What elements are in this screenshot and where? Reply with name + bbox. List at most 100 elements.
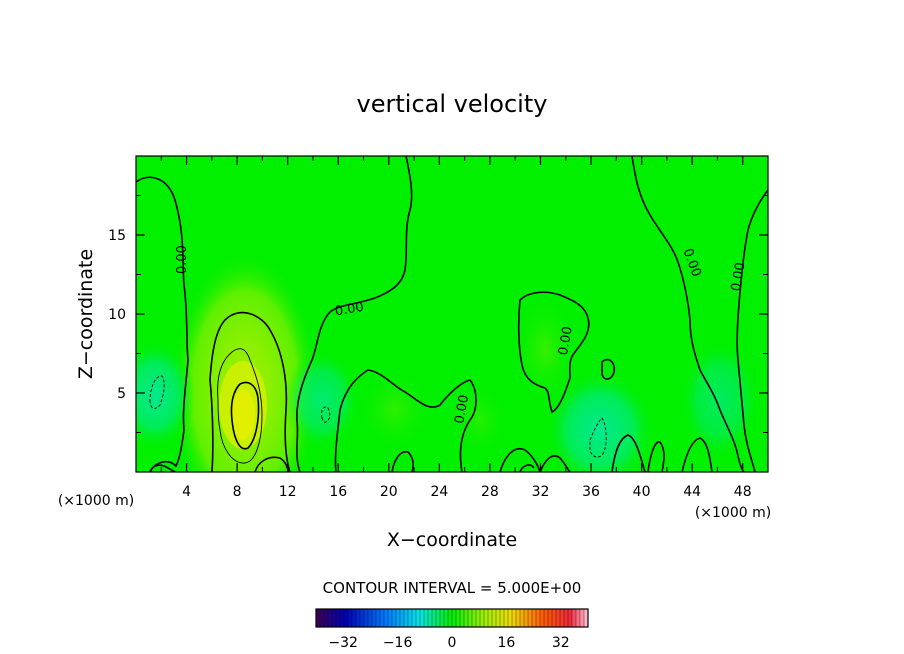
plot-area [136, 156, 768, 472]
colorbar-segment [399, 608, 405, 628]
y-tick-label: 5 [117, 386, 126, 402]
zero-contour-closed-cell [517, 291, 590, 414]
colorbar-segment [347, 608, 353, 628]
colorbar-segment [459, 608, 465, 628]
colorbar-segment [531, 608, 537, 628]
colorbar-segment [487, 608, 493, 628]
zero-contour-right-1 [631, 156, 745, 472]
colorbar-segment [551, 608, 557, 628]
colorbar-tick-label: 16 [497, 635, 515, 651]
colorbar-segment [331, 608, 337, 628]
colorbar-segment [339, 608, 345, 628]
colorbar-segment [343, 608, 349, 628]
colorbar-segment [391, 608, 397, 628]
x-tick-label: 28 [481, 484, 499, 500]
colorbar-segment [439, 608, 445, 628]
colorbar-segment [463, 608, 469, 628]
colorbar-segment [315, 608, 321, 628]
x-tick-label: 16 [329, 484, 347, 500]
colorbar-segment [471, 608, 477, 628]
colorbar-segment [543, 608, 549, 628]
contour-plus-5 [217, 348, 263, 464]
colorbar-segment [451, 608, 457, 628]
colorbar-segment [495, 608, 501, 628]
zero-contour-small-loop [601, 358, 616, 380]
colorbar-segment [523, 608, 529, 628]
colorbar-segment [511, 608, 517, 628]
contour-label: 0.00 [729, 261, 749, 292]
x-unit-right: (×1000 m) [695, 505, 771, 521]
colorbar-tick-label: −32 [328, 635, 358, 651]
colorbar-segment [423, 608, 429, 628]
x-tick-label: 40 [633, 484, 651, 500]
x-tick-label: 48 [734, 484, 752, 500]
colorbar-segment [419, 608, 425, 628]
colorbar-segment [367, 608, 373, 628]
colorbar-segment [567, 608, 573, 628]
colorbar-segment [547, 608, 553, 628]
colorbar-segment [359, 608, 365, 628]
colorbar-segment [575, 608, 581, 628]
colorbar-tick-labels: −32 −16 0 16 32 [328, 635, 569, 651]
colorbar-segment [519, 608, 525, 628]
colorbar-segment [371, 608, 377, 628]
colorbar-segment [323, 608, 329, 628]
x-axis-label: X−coordinate [387, 529, 517, 551]
colorbar-frame [315, 608, 589, 628]
colorbar-segment [539, 608, 545, 628]
colorbar-segment [383, 608, 389, 628]
y-tick-label: 15 [108, 228, 126, 244]
colorbar-segment [443, 608, 449, 628]
field-maximum-inner [231, 390, 255, 440]
colorbar-segment [395, 608, 401, 628]
colorbar-segment [431, 608, 437, 628]
field-weak-max-3 [450, 380, 510, 460]
colorbar-segment [515, 608, 521, 628]
field-maximum-glow [170, 250, 320, 472]
colorbar-segment [503, 608, 509, 628]
colorbar-segment [411, 608, 417, 628]
colorbar-segment [483, 608, 489, 628]
colorbar-segment [351, 608, 357, 628]
contour-interval-text: CONTOUR INTERVAL = 5.000E+00 [323, 579, 582, 597]
colorbar-segment [467, 608, 473, 628]
contour-plus-10 [230, 381, 260, 450]
field-minimum-left [136, 340, 195, 450]
contour-label: 0.00 [556, 325, 576, 356]
contour-label: 0.00 [334, 300, 365, 320]
colorbar-tick-label: −16 [383, 635, 413, 651]
colorbar-tick-label: 32 [552, 635, 570, 651]
x-tick-label: 44 [683, 484, 701, 500]
zero-contour-left [136, 176, 189, 472]
field-weak-max-2 [355, 365, 435, 455]
field-minimum-mid [284, 350, 360, 450]
zero-contour-right-2 [736, 189, 768, 472]
field-minimum-far-right [680, 340, 760, 460]
colorbar-segment [535, 608, 541, 628]
x-tick-label: 4 [182, 484, 191, 500]
colorbar-segment [507, 608, 513, 628]
colorbar-segment [475, 608, 481, 628]
y-tick-label: 10 [108, 307, 126, 323]
colorbar-segment [319, 608, 325, 628]
colorbar-segment [335, 608, 341, 628]
colorbar-segment [447, 608, 453, 628]
colorbar-segment [499, 608, 505, 628]
colorbar-segment [387, 608, 393, 628]
contour-minus-right [589, 417, 607, 458]
colorbar-segment [363, 608, 369, 628]
contour-label: 0.00 [452, 394, 472, 425]
colorbar-segment [435, 608, 441, 628]
colorbar-segment [407, 608, 413, 628]
colorbar [315, 608, 589, 628]
zero-contour-max-region [209, 311, 291, 472]
x-tick-label: 36 [582, 484, 600, 500]
colorbar-segment [555, 608, 561, 628]
colorbar-segment [527, 608, 533, 628]
zero-contour-center-cell [334, 369, 477, 472]
field-weak-max [510, 290, 580, 410]
colorbar-segment [403, 608, 409, 628]
colorbar-segment [491, 608, 497, 628]
chart-title: vertical velocity [357, 90, 548, 118]
colorbar-segment [455, 608, 461, 628]
